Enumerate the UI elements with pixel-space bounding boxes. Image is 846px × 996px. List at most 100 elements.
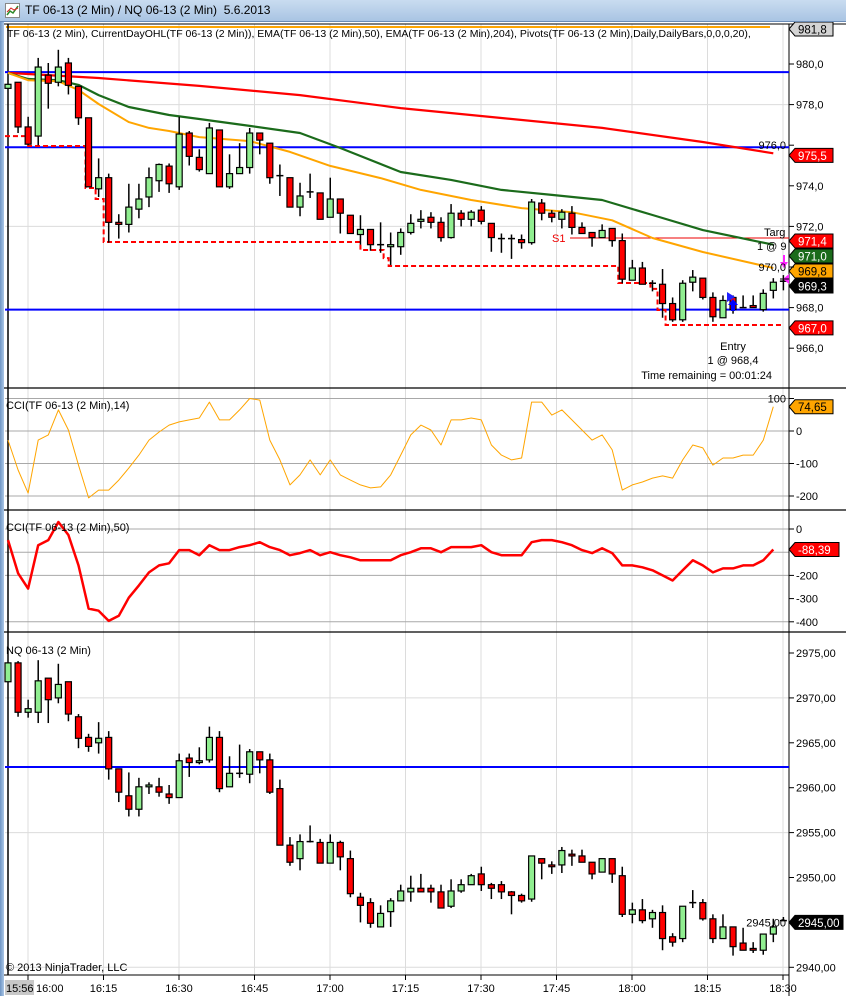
nq-candle[interactable]: [729, 926, 737, 956]
nq-candle[interactable]: [608, 858, 616, 883]
nq-candle[interactable]: [125, 772, 133, 817]
tf-candle[interactable]: [205, 122, 213, 175]
tf-candle[interactable]: [326, 177, 334, 218]
tf-candle[interactable]: [568, 206, 576, 235]
nq-candle[interactable]: [145, 782, 153, 794]
tf-candle[interactable]: [497, 233, 505, 253]
tf-candle[interactable]: [44, 62, 52, 109]
tf-candle[interactable]: [356, 215, 365, 245]
nq-candle[interactable]: [346, 850, 354, 898]
tf-candle[interactable]: [366, 228, 375, 251]
nq-candle[interactable]: [598, 858, 606, 873]
nq-candle[interactable]: [779, 917, 787, 922]
tf-candle[interactable]: [95, 158, 103, 197]
tf-candle[interactable]: [377, 222, 385, 253]
nq-candle[interactable]: [205, 726, 213, 763]
nq-candle[interactable]: [14, 661, 22, 717]
tf-candle[interactable]: [246, 127, 254, 174]
nq-candle[interactable]: [165, 785, 173, 804]
nq-candle[interactable]: [286, 837, 294, 866]
nq-candle[interactable]: [326, 834, 334, 864]
tf-candle[interactable]: [215, 129, 224, 188]
nq-candle[interactable]: [517, 893, 526, 903]
nq-candle[interactable]: [447, 879, 455, 909]
nq-candle[interactable]: [105, 731, 113, 780]
nq-candle[interactable]: [397, 884, 405, 902]
nq-candle[interactable]: [437, 884, 445, 909]
tf-candle[interactable]: [54, 49, 62, 87]
nq-candle[interactable]: [749, 942, 757, 953]
nq-candle[interactable]: [477, 866, 485, 891]
tf-candle[interactable]: [628, 259, 636, 281]
tf-candle[interactable]: [175, 116, 183, 190]
tf-candle[interactable]: [648, 280, 656, 292]
nq-candle[interactable]: [135, 777, 143, 817]
nq-candle[interactable]: [528, 855, 536, 902]
nq-candle[interactable]: [256, 751, 264, 774]
nq-candle[interactable]: [246, 749, 254, 784]
nq-candle[interactable]: [306, 825, 314, 843]
nq-candle[interactable]: [769, 918, 777, 943]
tf-candle[interactable]: [598, 224, 606, 239]
nq-candle[interactable]: [427, 884, 435, 903]
nq-candle[interactable]: [739, 927, 747, 951]
tf-candle[interactable]: [407, 214, 415, 235]
nq-candle[interactable]: [467, 873, 475, 886]
nq-candle[interactable]: [266, 753, 274, 794]
nq-candle[interactable]: [185, 753, 193, 777]
nq-candle[interactable]: [225, 756, 234, 788]
nq-candle[interactable]: [95, 722, 103, 754]
nq-candle[interactable]: [497, 881, 506, 900]
tf-candle[interactable]: [165, 163, 173, 193]
tf-candle[interactable]: [749, 295, 757, 309]
nq-candle[interactable]: [155, 777, 163, 797]
nq-candle[interactable]: [64, 681, 73, 722]
tf-candle[interactable]: [256, 132, 264, 155]
nq-candle[interactable]: [719, 914, 727, 940]
tf-candle[interactable]: [487, 222, 495, 252]
nq-candle[interactable]: [558, 846, 566, 874]
nq-candle[interactable]: [709, 914, 717, 944]
nq-candle[interactable]: [507, 890, 516, 915]
nq-candle[interactable]: [115, 768, 123, 803]
nq-candle[interactable]: [699, 899, 707, 921]
tf-candle[interactable]: [618, 233, 626, 284]
tf-candle[interactable]: [528, 198, 536, 245]
tf-candle[interactable]: [346, 214, 354, 235]
nq-candle[interactable]: [366, 898, 375, 928]
tf-candle[interactable]: [679, 280, 687, 322]
tf-candle[interactable]: [115, 214, 123, 239]
tf-candle[interactable]: [548, 210, 556, 223]
nq-candle[interactable]: [679, 905, 687, 943]
tf-candle[interactable]: [34, 57, 42, 146]
tf-candle[interactable]: [538, 198, 546, 221]
tf-candle[interactable]: [508, 234, 515, 259]
nq-candle[interactable]: [407, 875, 415, 902]
nq-candle[interactable]: [44, 677, 52, 724]
tf-candle[interactable]: [759, 289, 767, 312]
nq-candle[interactable]: [215, 731, 224, 793]
nq-candle[interactable]: [296, 834, 304, 871]
nq-candle[interactable]: [24, 699, 32, 718]
tf-candle[interactable]: [558, 209, 566, 229]
tf-candle[interactable]: [195, 149, 203, 172]
tf-candle[interactable]: [4, 83, 12, 89]
tf-candle[interactable]: [387, 232, 395, 265]
nq-candle[interactable]: [175, 753, 183, 799]
nq-candle[interactable]: [195, 747, 203, 765]
tf-candle[interactable]: [145, 167, 153, 208]
tf-candle[interactable]: [135, 183, 143, 219]
tf-candle[interactable]: [517, 234, 526, 249]
tf-candle[interactable]: [397, 228, 405, 255]
tf-candle[interactable]: [467, 210, 475, 227]
nq-candle[interactable]: [487, 882, 495, 900]
tf-candle[interactable]: [266, 142, 274, 184]
nq-candle[interactable]: [578, 849, 586, 863]
tf-candle[interactable]: [306, 173, 314, 198]
nq-candle[interactable]: [34, 660, 42, 724]
tf-candle[interactable]: [316, 192, 324, 220]
tf-candle[interactable]: [709, 292, 717, 322]
nq-candle[interactable]: [316, 838, 324, 864]
tf-candle[interactable]: [769, 278, 777, 299]
tf-candle[interactable]: [24, 116, 32, 146]
